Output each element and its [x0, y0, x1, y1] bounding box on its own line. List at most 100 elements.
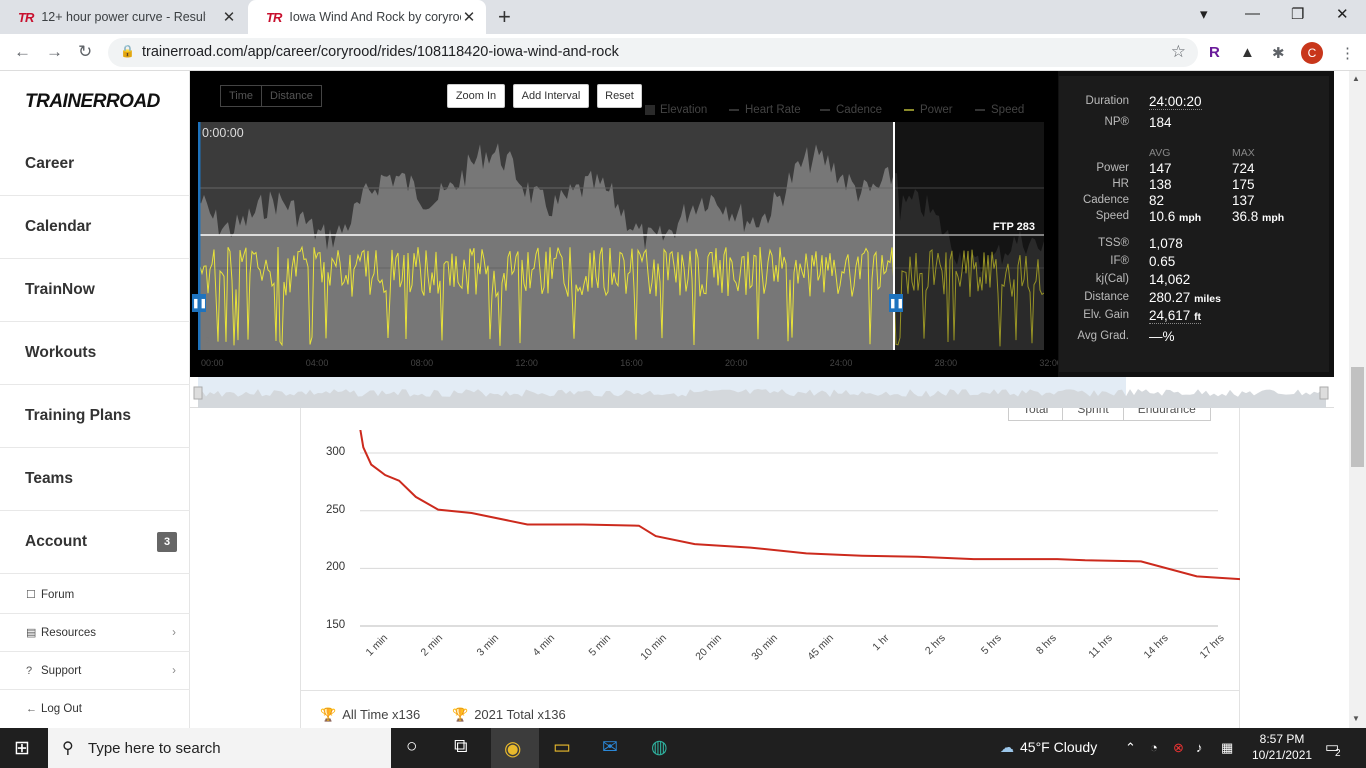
- legend-power[interactable]: Power: [904, 104, 953, 116]
- volume-icon[interactable]: ♪: [1196, 740, 1203, 755]
- cadence-avg: 82: [1149, 193, 1165, 208]
- sidebar-link-logout[interactable]: ← Log Out: [0, 690, 190, 728]
- sidebar: TRAINERROAD Career Calendar TrainNow Wor…: [0, 71, 190, 728]
- sidebar-item-account[interactable]: Account 3: [0, 511, 190, 574]
- security-alert-icon[interactable]: ⊗: [1173, 740, 1184, 755]
- minimize-icon[interactable]: —: [1245, 5, 1260, 22]
- search-placeholder: Type here to search: [88, 739, 221, 757]
- bookmark-star-icon[interactable]: ☆: [1170, 42, 1186, 61]
- elevation-value: 24,617 ft: [1149, 308, 1202, 324]
- close-tab-icon[interactable]: ✕: [222, 9, 236, 26]
- windows-start-icon[interactable]: ⊞: [14, 738, 30, 759]
- edge-icon[interactable]: ◍: [651, 737, 668, 758]
- toggle-time[interactable]: Time: [229, 90, 254, 102]
- sidebar-item-label: Teams: [25, 470, 73, 487]
- logout-icon: ←: [26, 703, 37, 715]
- toggle-distance[interactable]: Distance: [261, 86, 321, 106]
- taskbar-clock[interactable]: 8:57 PM 10/21/2021: [1252, 731, 1312, 763]
- close-tab-icon[interactable]: ✕: [462, 9, 476, 26]
- scroll-up-icon[interactable]: ▲: [1352, 74, 1360, 83]
- browser-tab-active[interactable]: TR Iowa Wind And Rock by coryrood ✕: [248, 0, 486, 34]
- new-tab-icon[interactable]: +: [498, 4, 511, 29]
- forward-icon[interactable]: →: [46, 42, 63, 61]
- year-record[interactable]: 🏆 2021 Total x136: [452, 707, 566, 723]
- legend-cadence[interactable]: Cadence: [820, 104, 882, 116]
- speed-avg: 10.6 mph: [1149, 209, 1202, 224]
- trainerroad-tab-icon: TR: [18, 9, 34, 25]
- cadence-max: 137: [1232, 193, 1255, 208]
- power-curve-line: [359, 430, 1240, 581]
- sidebar-link-label: Resources: [41, 626, 96, 639]
- tray-chevron-icon[interactable]: ⌃: [1125, 740, 1136, 755]
- reset-button[interactable]: Reset: [597, 84, 642, 108]
- power-max: 724: [1232, 161, 1255, 176]
- all-time-record[interactable]: 🏆 All Time x136: [320, 707, 420, 723]
- scrollbar-thumb[interactable]: [1351, 367, 1364, 467]
- extensions-puzzle-icon[interactable]: ✱: [1272, 45, 1285, 62]
- reload-icon[interactable]: ↻: [78, 42, 93, 61]
- range-start-handle[interactable]: ❚❚: [192, 294, 207, 312]
- forum-icon: ☐: [26, 589, 36, 601]
- file-explorer-icon[interactable]: ▭: [553, 737, 571, 758]
- action-center-icon[interactable]: ▭: [1325, 739, 1340, 756]
- chrome-taskbar-button[interactable]: ◉: [491, 728, 539, 768]
- np-label: NP®: [1104, 116, 1129, 128]
- extension-r-icon[interactable]: R: [1209, 44, 1220, 61]
- elevation-label: Elv. Gain: [1083, 309, 1129, 321]
- hr-max: 175: [1232, 177, 1255, 192]
- duration-label: Duration: [1085, 95, 1129, 107]
- sidebar-link-support[interactable]: ? Support ›: [0, 652, 190, 690]
- sidebar-item-trainnow[interactable]: TrainNow: [0, 259, 190, 322]
- browser-menu-icon[interactable]: ⋮: [1340, 45, 1355, 62]
- taskbar-search-box[interactable]: ⚲ Type here to search: [48, 728, 391, 768]
- browser-tab[interactable]: TR 12+ hour power curve - Results - ✕: [0, 0, 246, 34]
- url-field[interactable]: 🔒 trainerroad.com/app/career/coryrood/ri…: [108, 38, 1198, 67]
- y-tick-label: 300: [326, 446, 346, 459]
- trophy-icon: 🏆: [452, 707, 469, 722]
- url-text: trainerroad.com/app/career/coryrood/ride…: [142, 44, 619, 60]
- sidebar-link-forum[interactable]: ☐ Forum: [0, 576, 190, 614]
- sidebar-item-teams[interactable]: Teams: [0, 448, 190, 511]
- sidebar-item-label: Calendar: [25, 218, 92, 235]
- cortana-icon[interactable]: ○: [406, 736, 418, 757]
- kj-label: kj(Cal): [1095, 273, 1129, 285]
- weather-widget[interactable]: ☁ 45°F Cloudy: [1000, 739, 1098, 755]
- profile-avatar[interactable]: C: [1301, 42, 1323, 64]
- network-icon[interactable]: ◔: [1150, 740, 1158, 755]
- task-view-icon[interactable]: ⧉: [454, 736, 468, 757]
- sidebar-item-training-plans[interactable]: Training Plans: [0, 385, 190, 448]
- ride-plot[interactable]: [198, 122, 1044, 350]
- avg-header: AVG: [1149, 147, 1171, 159]
- ftp-label: FTP 283: [993, 221, 1035, 233]
- ride-x-tick: 12:00: [515, 358, 538, 368]
- chevron-right-icon: ›: [172, 664, 176, 677]
- back-icon[interactable]: ←: [14, 42, 31, 61]
- ride-x-tick: 24:00: [829, 358, 853, 368]
- extension-hat-icon[interactable]: ▲: [1240, 44, 1255, 61]
- keyboard-icon[interactable]: ▦: [1221, 740, 1234, 755]
- power-trace: [199, 245, 1044, 347]
- range-end-handle[interactable]: ❚❚: [889, 294, 904, 312]
- legend-speed[interactable]: Speed: [975, 104, 1024, 116]
- sidebar-link-resources[interactable]: ▤ Resources ›: [0, 614, 190, 652]
- trainerroad-logo[interactable]: TRAINERROAD: [25, 91, 160, 112]
- sidebar-item-workouts[interactable]: Workouts: [0, 322, 190, 385]
- tab-search-icon[interactable]: ▾: [1200, 6, 1208, 23]
- mail-icon[interactable]: ✉: [602, 737, 618, 758]
- minimap-area: [198, 389, 1326, 408]
- legend-heart-rate[interactable]: Heart Rate: [729, 104, 801, 116]
- restore-icon[interactable]: ❐: [1291, 6, 1305, 23]
- speed-label: Speed: [1095, 210, 1129, 222]
- minimap-left-handle: [193, 386, 203, 400]
- legend-elevation[interactable]: Elevation: [645, 104, 707, 116]
- selection-dim: [894, 122, 1044, 350]
- scroll-down-icon[interactable]: ▼: [1352, 714, 1360, 723]
- close-window-icon[interactable]: ✕: [1336, 6, 1349, 23]
- sidebar-item-calendar[interactable]: Calendar: [0, 196, 190, 259]
- sidebar-item-career[interactable]: Career: [0, 133, 190, 196]
- zoom-in-button[interactable]: Zoom In: [447, 84, 505, 108]
- duration-value: 24:00:20: [1149, 94, 1202, 110]
- add-interval-button[interactable]: Add Interval: [513, 84, 589, 108]
- distance-value: 280.27 miles: [1149, 290, 1221, 305]
- timeline-minimap[interactable]: [190, 377, 1334, 408]
